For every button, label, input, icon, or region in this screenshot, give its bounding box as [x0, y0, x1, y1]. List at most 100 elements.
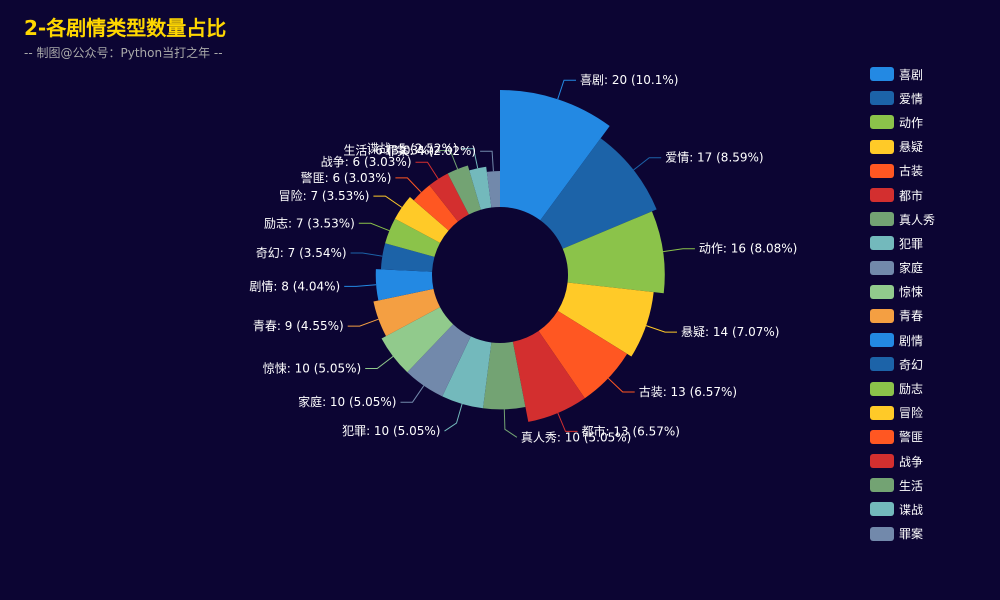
- legend-swatch: [870, 308, 894, 323]
- label-line-家庭: [400, 385, 425, 403]
- rose-slice-励志[interactable]: [385, 218, 441, 257]
- legend-swatch: [870, 115, 894, 130]
- legend-item-剧情[interactable]: 剧情: [870, 328, 995, 352]
- label-line-喜剧: [557, 79, 576, 100]
- label-line-励志: [358, 222, 390, 232]
- legend-item-奇幻[interactable]: 奇幻: [870, 352, 995, 376]
- chart-title: 2-各剧情类型数量占比: [24, 16, 227, 40]
- rose-slice-家庭[interactable]: [407, 324, 471, 397]
- slice-label-家庭: 家庭: 10 (5.05%): [298, 394, 396, 409]
- rose-slice-生活[interactable]: [447, 165, 481, 215]
- rose-slice-警匪[interactable]: [413, 185, 458, 231]
- rose-slice-罪案[interactable]: [486, 171, 500, 208]
- legend-item-悬疑[interactable]: 悬疑: [870, 135, 995, 159]
- legend-swatch: [870, 163, 894, 178]
- rose-slice-冒险[interactable]: [394, 196, 449, 243]
- legend-item-冒险[interactable]: 冒险: [870, 401, 995, 425]
- legend-item-罪案[interactable]: 罪案: [870, 522, 995, 546]
- legend-label: 冒险: [899, 406, 924, 421]
- label-line-警匪: [395, 177, 422, 193]
- legend-item-谍战[interactable]: 谍战: [870, 497, 995, 521]
- slice-label-真人秀: 真人秀: 10 (5.05%): [521, 430, 631, 444]
- slice-label-都市: 都市: 13 (6.57%): [582, 423, 680, 438]
- label-line-犯罪: [444, 403, 463, 432]
- slice-label-犯罪: 犯罪: 10 (5.05%): [342, 424, 440, 438]
- legend-swatch: [870, 139, 894, 154]
- legend-item-真人秀[interactable]: 真人秀: [870, 207, 995, 231]
- rose-slice-奇幻[interactable]: [380, 243, 435, 272]
- legend-swatch: [870, 284, 894, 299]
- rose-slice-犯罪[interactable]: [442, 336, 492, 409]
- legend-label: 奇幻: [899, 357, 924, 372]
- rose-slice-剧情[interactable]: [375, 269, 434, 301]
- legend-label: 家庭: [899, 261, 924, 276]
- legend-item-惊悚[interactable]: 惊悚: [870, 280, 995, 304]
- legend-label: 悬疑: [899, 140, 924, 155]
- legend-label: 喜剧: [899, 67, 924, 82]
- slice-label-警匪: 警匪: 6 (3.03%): [301, 170, 392, 185]
- rose-slice-喜剧[interactable]: [500, 90, 610, 221]
- legend-item-都市[interactable]: 都市: [870, 183, 995, 207]
- legend-swatch: [870, 91, 894, 106]
- legend-swatch: [870, 260, 894, 275]
- slice-label-谍战: 谍战: 5 (2.52%): [367, 142, 458, 156]
- legend-item-喜剧[interactable]: 喜剧: [870, 62, 995, 86]
- legend-item-爱情[interactable]: 爱情: [870, 86, 995, 110]
- legend-label: 青春: [899, 309, 924, 324]
- legend-item-犯罪[interactable]: 犯罪: [870, 231, 995, 255]
- legend-label: 谍战: [899, 502, 924, 517]
- legend-label: 真人秀: [899, 212, 936, 227]
- rose-slice-谍战[interactable]: [469, 166, 492, 210]
- rose-slice-真人秀[interactable]: [482, 341, 526, 410]
- legend-swatch: [870, 236, 894, 251]
- slice-label-冒险: 冒险: 7 (3.53%): [279, 188, 370, 203]
- label-line-奇幻: [350, 252, 383, 257]
- label-line-爱情: [633, 157, 662, 171]
- label-line-罪案: [480, 150, 494, 172]
- label-line-战争: [415, 161, 439, 180]
- legend-swatch: [870, 381, 894, 396]
- slice-label-战争: 战争: 6 (3.03%): [321, 155, 412, 169]
- legend-item-青春[interactable]: 青春: [870, 304, 995, 328]
- rose-slice-战争[interactable]: [429, 173, 469, 222]
- label-line-古装: [607, 377, 635, 393]
- legend-item-古装[interactable]: 古装: [870, 159, 995, 183]
- legend-item-家庭[interactable]: 家庭: [870, 256, 995, 280]
- slice-label-剧情: 剧情: 8 (4.04%): [249, 279, 340, 293]
- legend-label: 生活: [899, 478, 924, 493]
- legend-swatch: [870, 67, 894, 82]
- legend-swatch: [870, 454, 894, 469]
- slice-label-悬疑: 悬疑: 14 (7.07%): [681, 324, 779, 339]
- legend-label: 罪案: [899, 527, 924, 542]
- legend-label: 犯罪: [899, 236, 924, 251]
- rose-slice-动作[interactable]: [562, 211, 665, 294]
- legend-swatch: [870, 357, 894, 372]
- rose-slice-悬疑[interactable]: [557, 282, 654, 357]
- slice-label-古装: 古装: 13 (6.57%): [639, 384, 737, 399]
- rose-slice-古装[interactable]: [538, 310, 628, 399]
- slice-label-爱情: 爱情: 17 (8.59%): [665, 151, 763, 165]
- label-line-惊悚: [365, 356, 394, 369]
- legend-label: 都市: [899, 188, 924, 203]
- rose-slice-青春[interactable]: [373, 288, 441, 337]
- legend-swatch: [870, 212, 894, 227]
- slice-label-喜剧: 喜剧: 20 (10.1%): [580, 73, 678, 87]
- legend-item-战争[interactable]: 战争: [870, 449, 995, 473]
- rose-slice-都市[interactable]: [512, 331, 585, 422]
- label-line-真人秀: [503, 409, 518, 438]
- legend-swatch: [870, 188, 894, 203]
- legend-swatch: [870, 429, 894, 444]
- legend-label: 古装: [899, 164, 924, 179]
- legend-item-动作[interactable]: 动作: [870, 110, 995, 134]
- label-line-青春: [347, 318, 379, 327]
- legend-item-生活[interactable]: 生活: [870, 473, 995, 497]
- rose-slice-爱情[interactable]: [540, 138, 657, 249]
- legend-label: 惊悚: [899, 285, 924, 300]
- legend-item-励志[interactable]: 励志: [870, 376, 995, 400]
- label-line-剧情: [344, 284, 377, 287]
- legend-item-警匪[interactable]: 警匪: [870, 425, 995, 449]
- slice-label-生活: 生活: 6 (3.03%): [343, 144, 434, 158]
- rose-slice-惊悚[interactable]: [381, 307, 454, 373]
- slice-label-励志: 励志: 7 (3.53%): [264, 216, 355, 230]
